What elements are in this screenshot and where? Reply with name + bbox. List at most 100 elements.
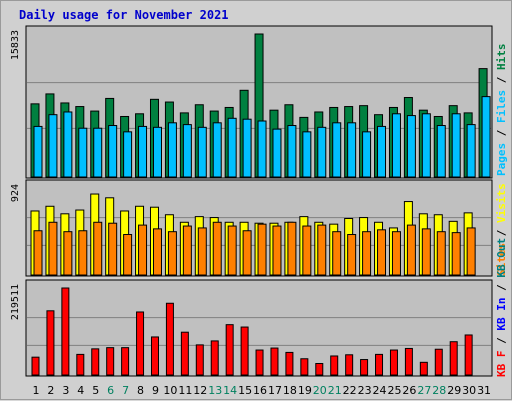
bar-kb-f-day-3 bbox=[61, 287, 70, 376]
x-tick-label: 25 bbox=[387, 384, 401, 397]
bar-sites-day-3 bbox=[63, 231, 73, 276]
legend-separator: / bbox=[495, 223, 508, 243]
bar-kb-f-day-25 bbox=[389, 349, 398, 376]
bar-kb-f-day-18 bbox=[285, 351, 294, 376]
bar-sites-day-20 bbox=[317, 224, 327, 276]
x-tick-label: 10 bbox=[163, 384, 177, 397]
legend-kb-f: KB F bbox=[495, 351, 508, 378]
bar-files-day-10 bbox=[167, 122, 177, 178]
bar-kb-f-day-12 bbox=[195, 344, 204, 376]
x-tick-label: 19 bbox=[298, 384, 312, 397]
legend-separator: / bbox=[495, 278, 508, 298]
legend-sites: Sites bbox=[495, 243, 508, 276]
bar-sites-day-23 bbox=[362, 231, 372, 276]
x-tick-label: 1 bbox=[33, 384, 40, 397]
bar-kb-f-day-16 bbox=[255, 349, 264, 376]
bar-sites-day-9 bbox=[152, 228, 162, 276]
x-tick-label: 22 bbox=[343, 384, 357, 397]
bar-kb-f-day-14 bbox=[225, 324, 234, 376]
bar-kb-f-day-20 bbox=[315, 363, 324, 376]
bar-sites-day-6 bbox=[108, 222, 118, 276]
x-tick-label: 16 bbox=[253, 384, 267, 397]
legend-kb-out: KB Out bbox=[495, 238, 508, 278]
x-tick-label: 11 bbox=[178, 384, 192, 397]
y-max-label: 219511 bbox=[10, 284, 21, 320]
bar-sites-day-21 bbox=[332, 231, 342, 276]
bar-files-day-29 bbox=[451, 113, 461, 178]
x-tick-label: 28 bbox=[432, 384, 446, 397]
bar-files-day-26 bbox=[406, 115, 416, 178]
x-tick-label: 15 bbox=[238, 384, 252, 397]
x-tick-label: 26 bbox=[402, 384, 416, 397]
bar-sites-day-15 bbox=[242, 230, 252, 276]
bar-sites-day-2 bbox=[48, 221, 58, 276]
bar-sites-day-11 bbox=[182, 225, 192, 276]
legend-hits: Hits bbox=[495, 44, 508, 71]
bar-files-day-11 bbox=[182, 124, 192, 178]
bar-sites-day-24 bbox=[377, 229, 387, 276]
bar-sites-day-28 bbox=[436, 231, 446, 276]
x-tick-label: 21 bbox=[328, 384, 342, 397]
bar-sites-day-4 bbox=[78, 230, 88, 276]
bar-files-day-31 bbox=[481, 96, 491, 178]
bar-sites-day-30 bbox=[466, 227, 476, 276]
x-tick-label: 6 bbox=[107, 384, 114, 397]
x-tick-label: 7 bbox=[122, 384, 129, 397]
bar-sites-day-17 bbox=[272, 225, 282, 276]
bar-kb-f-day-5 bbox=[91, 348, 100, 376]
bar-files-day-2 bbox=[48, 114, 58, 178]
bar-kb-f-day-27 bbox=[419, 361, 428, 376]
x-tick-label: 20 bbox=[313, 384, 327, 397]
x-tick-label: 27 bbox=[417, 384, 431, 397]
bar-files-day-1 bbox=[33, 125, 43, 178]
x-tick-label: 14 bbox=[223, 384, 237, 397]
legend-pages: Pages bbox=[495, 143, 508, 176]
bar-sites-day-16 bbox=[257, 223, 267, 276]
x-tick-label: 18 bbox=[283, 384, 297, 397]
bar-files-day-12 bbox=[197, 126, 207, 178]
legend-separator: / bbox=[495, 70, 508, 90]
bar-kb-f-day-24 bbox=[375, 353, 384, 376]
bar-kb-f-day-13 bbox=[210, 340, 219, 376]
bar-kb-f-day-19 bbox=[300, 358, 309, 376]
x-tick-label: 23 bbox=[358, 384, 372, 397]
x-tick-label: 13 bbox=[208, 384, 222, 397]
bar-kb-f-day-29 bbox=[449, 341, 458, 376]
bar-files-day-20 bbox=[317, 126, 327, 178]
legend-separator: / bbox=[495, 123, 508, 143]
bar-sites-day-19 bbox=[302, 225, 312, 276]
bar-files-day-13 bbox=[212, 122, 222, 178]
bar-files-day-24 bbox=[377, 125, 387, 178]
x-tick-label: 30 bbox=[462, 384, 476, 397]
x-tick-label: 29 bbox=[447, 384, 461, 397]
bar-sites-day-27 bbox=[421, 228, 431, 276]
bar-kb-f-day-1 bbox=[31, 356, 40, 376]
bar-files-day-27 bbox=[421, 113, 431, 178]
bar-files-day-16 bbox=[257, 120, 267, 178]
bar-sites-day-26 bbox=[406, 224, 416, 276]
bar-files-day-15 bbox=[242, 118, 252, 178]
bar-kb-f-day-22 bbox=[345, 354, 354, 376]
bar-kb-f-day-15 bbox=[240, 326, 249, 376]
y-max-label: 924 bbox=[10, 184, 21, 202]
bar-files-day-22 bbox=[347, 122, 357, 178]
x-tick-label: 8 bbox=[137, 384, 144, 397]
bar-kb-f-day-11 bbox=[180, 331, 189, 376]
chart-title: Daily usage for November 2021 bbox=[19, 8, 229, 22]
y-max-label: 15833 bbox=[10, 30, 21, 60]
bar-kb-f-day-21 bbox=[330, 355, 339, 376]
bar-sites-day-25 bbox=[391, 231, 401, 276]
legend-separator: / bbox=[495, 331, 508, 351]
bar-kb-f-day-8 bbox=[136, 311, 145, 376]
bar-sites-day-7 bbox=[123, 234, 133, 276]
bar-kb-f-day-4 bbox=[76, 353, 85, 376]
x-tick-label: 5 bbox=[92, 384, 99, 397]
bar-files-day-4 bbox=[78, 127, 88, 178]
bar-files-day-17 bbox=[272, 128, 282, 178]
x-tick-label: 24 bbox=[373, 384, 387, 397]
bar-sites-day-5 bbox=[93, 221, 103, 276]
legend-visits: Visits bbox=[495, 183, 508, 223]
bar-files-day-30 bbox=[466, 124, 476, 178]
bar-sites-day-1 bbox=[33, 230, 43, 276]
